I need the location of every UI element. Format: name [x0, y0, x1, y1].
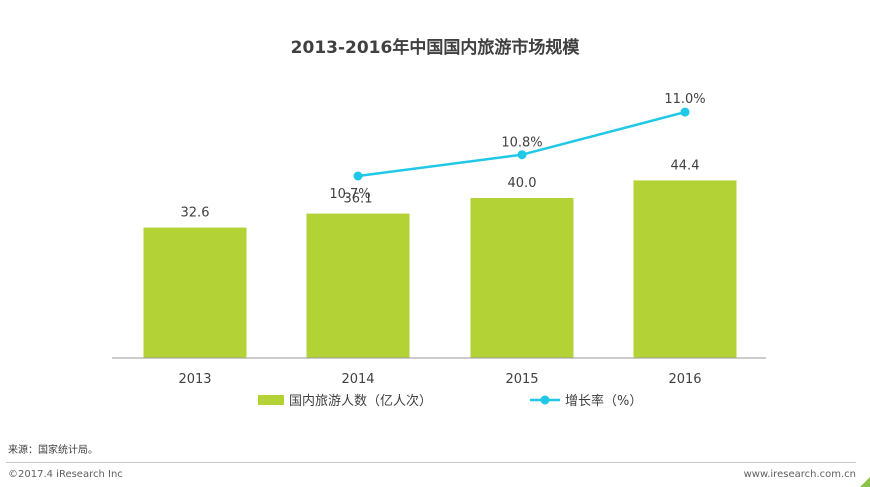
source-note: 来源：国家统计局。: [8, 445, 98, 456]
corner-decoration: [860, 477, 870, 487]
bar-value-label-2015: 40.0: [508, 176, 537, 191]
legend-line-label: 增长率（%）: [565, 393, 642, 409]
bar-2015: [470, 198, 574, 358]
x-tick-label-2013: 2013: [178, 372, 211, 387]
bar-2014: [306, 213, 410, 358]
bar-value-label-2013: 32.6: [181, 206, 210, 221]
legend-bar-swatch: [258, 395, 284, 405]
growth-point-2014: [353, 171, 363, 181]
growth-label-2014: 10.7%: [329, 187, 370, 202]
growth-point-2015: [517, 150, 527, 160]
legend-bar-label: 国内旅游人数（亿人次）: [289, 393, 432, 409]
chart-area: 32.6 2013 36.1 2014 40.0 2015 44.4 2016 10.7% 10…: [112, 92, 766, 409]
footer-divider: [6, 462, 856, 463]
growth-point-2016: [680, 107, 690, 117]
growth-label-2016: 11.0%: [664, 92, 705, 107]
x-tick-label-2015: 2015: [505, 372, 538, 387]
chart-title: 2013-2016年中国国内旅游市场规模: [290, 38, 580, 58]
bar-value-label-2014: 36.1: [344, 192, 373, 207]
website-link[interactable]: www.iresearch.com.cn: [743, 469, 856, 480]
bar-2013: [143, 227, 247, 358]
x-tick-label-2016: 2016: [668, 372, 701, 387]
growth-label-2015: 10.8%: [501, 136, 542, 151]
legend-line-marker: [540, 395, 550, 405]
copyright-text: ©2017.4 iResearch Inc: [8, 469, 123, 480]
x-tick-label-2014: 2014: [341, 372, 374, 387]
bar-2016: [633, 180, 737, 358]
bar-value-label-2016: 44.4: [671, 158, 700, 173]
